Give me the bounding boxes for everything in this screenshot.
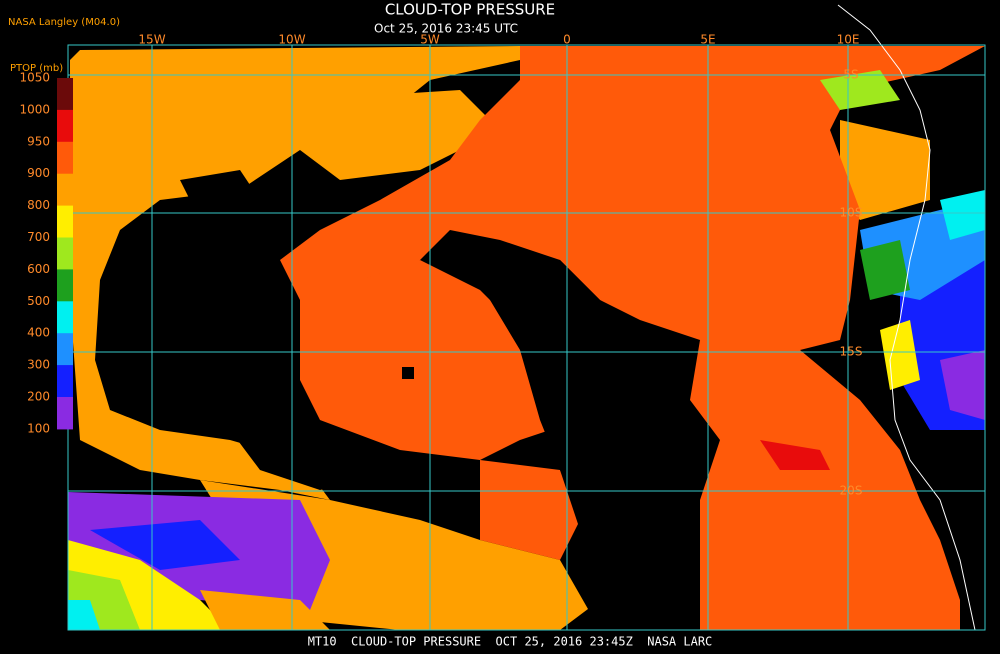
source-label: NASA Langley (M04.0): [8, 17, 120, 28]
colorbar-tick-label: 1000: [19, 102, 50, 116]
colorbar-swatch: [57, 173, 73, 207]
colorbar-swatch: [57, 141, 73, 175]
longitude-label: 0: [563, 33, 571, 47]
colorbar: 1050 1000 950 900 800 700 600 500 400 300 200 100: [19, 71, 73, 435]
colorbar-swatch: [57, 333, 73, 366]
colorbar-tick-label: 1050: [19, 71, 50, 85]
longitude-label: 10E: [837, 33, 860, 47]
colorbar-swatch: [57, 301, 73, 334]
footer: MT10 CLOUD-TOP PRESSURE OCT 25, 2016 23:…: [308, 635, 713, 649]
colorbar-tick-label: 800: [27, 198, 50, 212]
graticule: 15W 10W 5W 0 5E 10E 5S 10S 15S 20S: [68, 33, 985, 630]
colorbar-label: PTOP (mb): [10, 63, 63, 74]
title: CLOUD-TOP PRESSURE: [385, 1, 555, 19]
colorbar-tick-label: 900: [27, 166, 50, 180]
colorbar-swatch: [57, 109, 73, 143]
latitude-label: 5S: [843, 68, 858, 82]
longitude-label: 10W: [278, 33, 305, 47]
colorbar-swatch: [57, 397, 73, 430]
latitude-label: 10S: [840, 206, 863, 220]
colorbar-tick-label: 400: [27, 326, 50, 340]
colorbar-swatch: [57, 365, 73, 398]
colorbar-tick-label: 950: [27, 134, 50, 148]
colorbar-swatch: [57, 205, 73, 238]
colorbar-swatch: [57, 237, 73, 270]
colorbar-tick-label: 100: [27, 421, 50, 435]
colorbar-tick-label: 700: [27, 230, 50, 244]
colorbar-swatch: [57, 78, 73, 111]
subtitle: Oct 25, 2016 23:45 UTC: [374, 22, 518, 36]
colorbar-tick-label: 500: [27, 294, 50, 308]
cloud-field: [68, 4, 985, 631]
longitude-label: 5W: [420, 33, 440, 47]
colorbar-tick-label: 200: [27, 390, 50, 404]
colorbar-swatch: [57, 269, 73, 302]
longitude-label: 15W: [138, 33, 165, 47]
longitude-label: 5E: [700, 33, 715, 47]
colorbar-tick-label: 600: [27, 262, 50, 276]
latitude-label: 15S: [840, 345, 863, 359]
colorbar-tick-label: 300: [27, 358, 50, 372]
latitude-label: 20S: [840, 484, 863, 498]
